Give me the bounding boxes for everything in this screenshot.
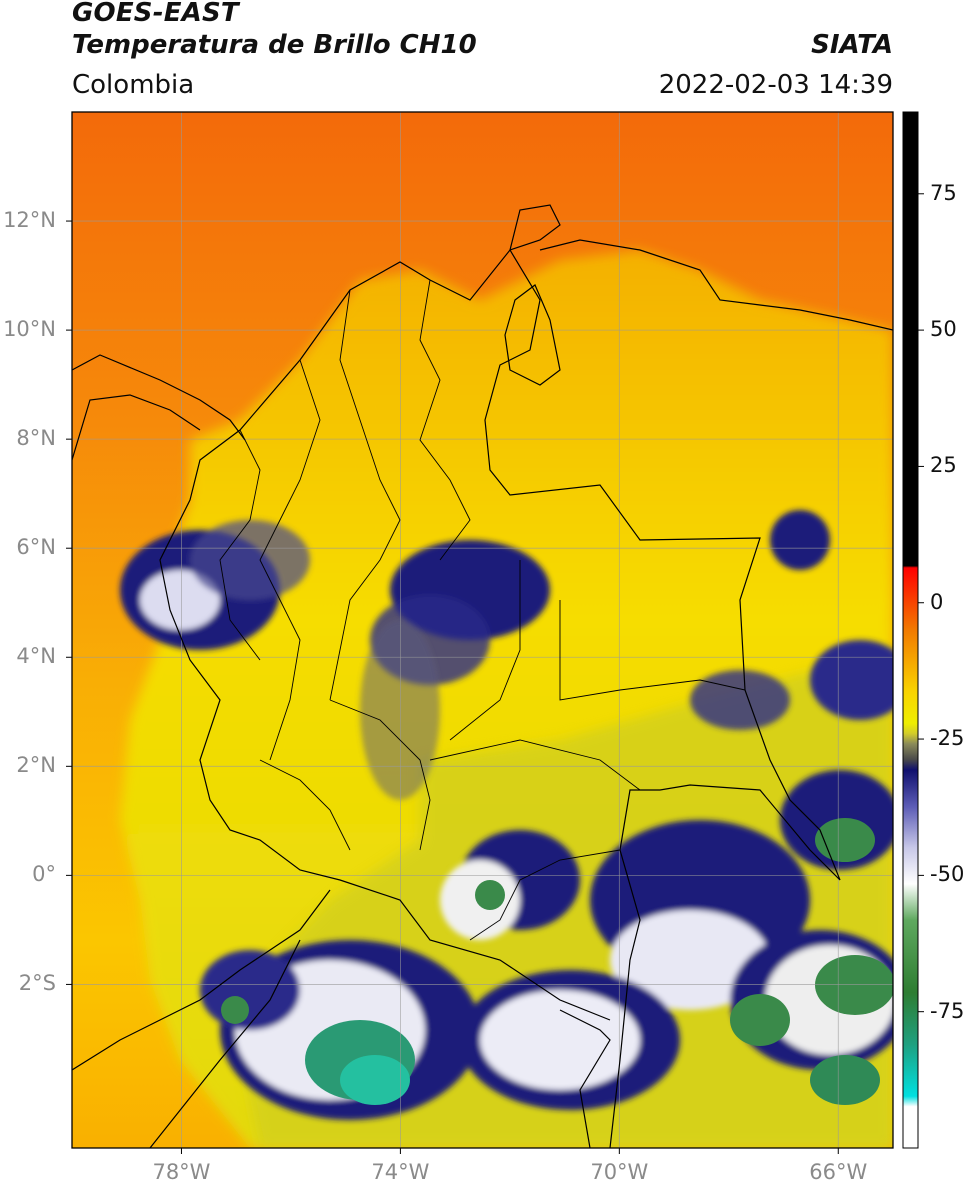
cloud-cluster	[690, 670, 790, 730]
peru-ecuador	[72, 889, 331, 1148]
lon-tick-label: 66°W	[809, 1160, 868, 1184]
map-area	[72, 112, 893, 1148]
product-title: Temperatura de Brillo CH10	[72, 30, 477, 60]
colorbar-tick-label: 50	[930, 317, 957, 342]
lat-tick-label: 12°N	[3, 208, 56, 233]
cold-core	[730, 994, 790, 1046]
colorbar-tick-label: -50	[930, 862, 965, 887]
lat-tick-label: 2°N	[16, 753, 56, 778]
guajira	[509, 204, 561, 251]
lat-tick-label: 0°	[32, 862, 56, 887]
cloud-cluster	[480, 990, 640, 1090]
map-frame	[71, 111, 894, 1149]
colorbar-tick-label: -25	[930, 726, 965, 751]
cold-core	[340, 1055, 410, 1105]
cloud-cluster	[200, 950, 300, 1030]
lat-tick-label: 8°N	[16, 426, 56, 451]
colorbar-ticks	[918, 193, 924, 1013]
axis-ticks	[66, 220, 839, 1154]
colorbar-tick-label: 25	[930, 453, 957, 478]
lon-tick-label: 74°W	[371, 1160, 430, 1184]
cold-core	[810, 1055, 880, 1105]
boundaries	[72, 204, 893, 1148]
region-label: Colombia	[72, 70, 195, 100]
colorbar-tick-label: 75	[930, 180, 957, 205]
cold-core	[475, 880, 505, 910]
panama-south	[72, 394, 201, 461]
amazon-border	[559, 1009, 611, 1148]
satellite-title: GOES-EAST	[72, 0, 239, 28]
cold-core	[815, 818, 875, 862]
colorbar-tick-label: -75	[930, 998, 965, 1023]
venezuela-coast	[539, 239, 893, 331]
cloud-cluster	[610, 910, 770, 1010]
cloud-cluster	[140, 570, 220, 630]
lat-tick-label: 6°N	[16, 535, 56, 560]
cold-core	[815, 955, 893, 1015]
cloud-cluster	[810, 640, 893, 720]
lon-tick-label: 70°W	[590, 1160, 649, 1184]
dept-lines	[219, 279, 746, 941]
panama-coast	[72, 354, 246, 441]
lat-tick-label: 2°S	[18, 971, 56, 996]
colorbar-bar	[902, 111, 919, 1149]
colorbar	[902, 111, 924, 1149]
cold-cores	[221, 818, 893, 1105]
colorbar-tick-label: 0	[930, 589, 944, 614]
lat-tick-label: 10°N	[3, 317, 56, 342]
gridlines	[72, 112, 893, 1148]
cloud-cluster	[190, 520, 310, 600]
timestamp-label: 2022-02-03 14:39	[658, 70, 893, 100]
cold-core	[221, 996, 249, 1024]
lat-tick-label: 4°N	[16, 644, 56, 669]
cloud-clusters	[120, 510, 893, 1120]
lon-tick-label: 78°W	[152, 1160, 211, 1184]
lake-maracaibo	[504, 284, 561, 386]
cloud-cluster	[770, 510, 830, 570]
brand-label: SIATA	[811, 30, 893, 60]
